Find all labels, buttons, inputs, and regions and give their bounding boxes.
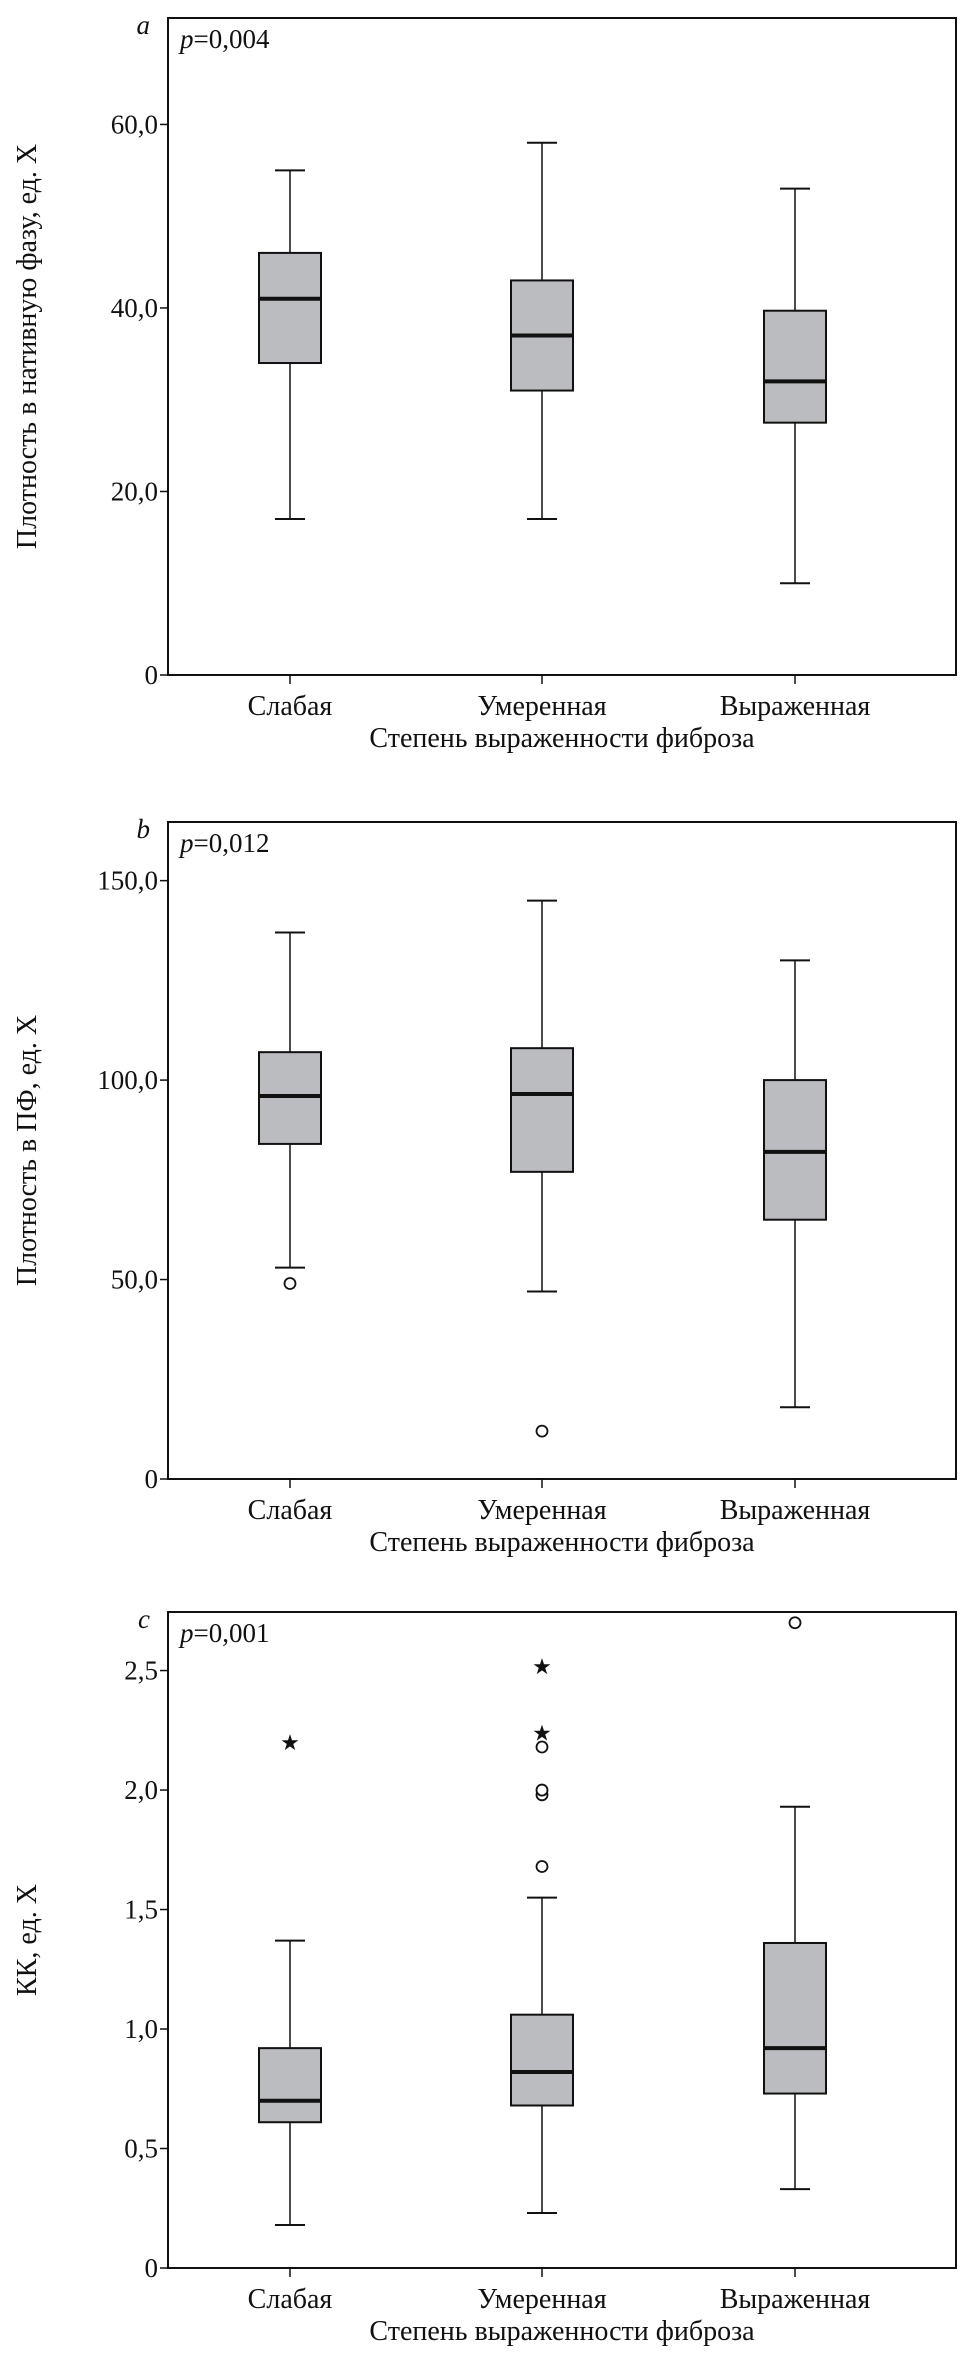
iqr-box: [510, 2013, 574, 2107]
y-tick-label: 100,0: [97, 1065, 158, 1095]
extreme-star: ★: [532, 1721, 552, 1746]
plot-frame: [167, 17, 957, 676]
y-tick-label: 2,5: [124, 1656, 158, 1686]
x-tick-label: Слабая: [248, 691, 333, 722]
iqr-box: [763, 309, 827, 424]
x-axis-title: Степень выраженности фиброза: [369, 723, 755, 754]
y-tick-label: 20,0: [111, 476, 158, 506]
panel-label: a: [137, 10, 151, 40]
panel-label: b: [137, 814, 151, 844]
p-symbol: p: [178, 1618, 194, 1648]
y-tick-label: 40,0: [111, 293, 158, 323]
panel-label: c: [138, 1604, 150, 1634]
y-axis-title: Плотность в нативную фазу, ед. Х: [12, 144, 43, 549]
chart-panel-c: c p=0,00100,51,01,52,02,5Слабая★Умеренная…: [12, 1604, 957, 2347]
outlier-point: [535, 1740, 549, 1754]
x-axis-title: Степень выраженности фиброза: [369, 2316, 755, 2347]
p-value: =0,012: [194, 828, 270, 858]
y-tick-label: 0: [145, 660, 159, 690]
x-tick-label: Умеренная: [477, 2284, 606, 2315]
x-tick-label: Выраженная: [720, 691, 871, 722]
x-tick-label: Умеренная: [477, 1495, 606, 1526]
y-tick-label: 60,0: [111, 109, 158, 139]
outlier-point: [788, 1616, 802, 1630]
y-tick-label: 1,5: [124, 1895, 158, 1925]
p-symbol: p: [178, 828, 194, 858]
y-tick-label: 1,0: [124, 2014, 158, 2044]
iqr-box: [258, 251, 322, 365]
extreme-star: ★: [280, 1730, 300, 1755]
x-tick-label: Умеренная: [477, 691, 606, 722]
p-value-label: p=0,004: [178, 24, 270, 54]
y-tick-label: 2,0: [124, 1775, 158, 1805]
x-tick-label: Слабая: [248, 1495, 333, 1526]
plot-frame: [167, 821, 957, 1480]
y-tick-label: 0: [145, 2253, 159, 2283]
outlier-point: [535, 1424, 549, 1438]
p-symbol: p: [178, 24, 194, 54]
y-axis-title: КК, ед. Х: [12, 1884, 43, 1996]
p-value-label: p=0,012: [178, 828, 269, 858]
iqr-box: [258, 2047, 322, 2124]
y-tick-label: 150,0: [97, 866, 158, 896]
x-axis-title: Степень выраженности фиброза: [369, 1527, 755, 1558]
outlier-point: [535, 1783, 549, 1797]
x-tick-label: Выраженная: [720, 2284, 871, 2315]
p-value: =0,001: [194, 1618, 270, 1648]
y-tick-label: 0: [145, 1464, 159, 1494]
p-value: =0,004: [194, 24, 270, 54]
extreme-star: ★: [532, 1654, 552, 1679]
y-tick-label: 50,0: [111, 1265, 158, 1295]
x-tick-label: Выраженная: [720, 1495, 871, 1526]
p-value-label: p=0,001: [178, 1618, 269, 1648]
y-axis-title: Плотность в ПФ, ед. Х: [12, 1015, 43, 1286]
x-tick-label: Слабая: [248, 2284, 333, 2315]
outlier-point: [283, 1277, 297, 1290]
plot-frame: [167, 1611, 957, 2269]
iqr-box: [763, 1941, 827, 2095]
iqr-box: [510, 1047, 574, 1173]
y-tick-label: 0,5: [124, 2134, 158, 2164]
outlier-point: [535, 1860, 549, 1873]
